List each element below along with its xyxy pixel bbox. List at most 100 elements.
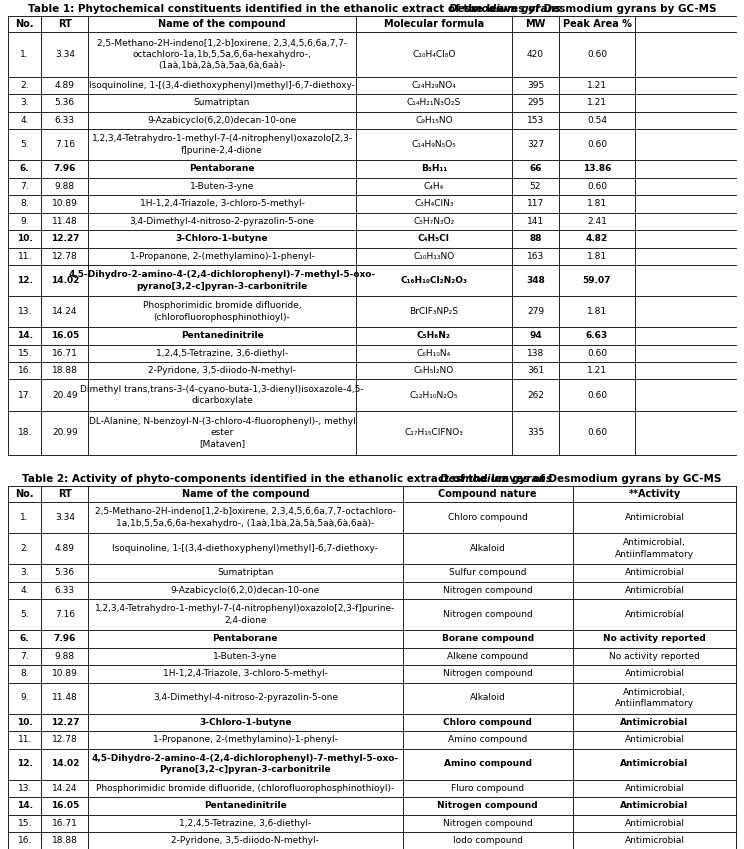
Text: 16.05: 16.05 — [51, 331, 79, 340]
Text: 3.: 3. — [20, 568, 29, 577]
Text: 9.: 9. — [20, 694, 29, 702]
Text: 10.: 10. — [17, 234, 33, 244]
Text: 7.: 7. — [20, 182, 29, 191]
Text: Antimicrobial: Antimicrobial — [624, 586, 684, 595]
Text: Pentanedinitrile: Pentanedinitrile — [204, 801, 286, 810]
Text: 0.60: 0.60 — [587, 428, 607, 437]
Text: 262: 262 — [527, 391, 544, 400]
Text: 153: 153 — [527, 115, 544, 125]
Text: 3,4-Dimethyl-4-nitroso-2-pyrazolin-5-one: 3,4-Dimethyl-4-nitroso-2-pyrazolin-5-one — [153, 694, 338, 702]
Text: C₁₀H₄Cl₈O: C₁₀H₄Cl₈O — [412, 50, 455, 59]
Text: 16.: 16. — [18, 836, 32, 846]
Text: Sulfur compound: Sulfur compound — [449, 568, 527, 577]
Text: 18.88: 18.88 — [52, 366, 77, 375]
Text: Antimicrobial: Antimicrobial — [624, 784, 684, 793]
Text: No.: No. — [16, 489, 34, 499]
Text: Borane compound: Borane compound — [442, 634, 533, 644]
Text: Desmodium gyrans: Desmodium gyrans — [440, 474, 552, 484]
Text: 5.36: 5.36 — [55, 98, 75, 107]
Text: 2,5-Methano-2H-indeno[1,2-b]oxirene, 2,3,4,5,6,6a,7,7-
octachloro-1a,1b,5,5a,6,6: 2,5-Methano-2H-indeno[1,2-b]oxirene, 2,3… — [97, 39, 347, 70]
Text: 12.27: 12.27 — [51, 234, 79, 244]
Text: 361: 361 — [527, 366, 544, 375]
Text: No activity reported: No activity reported — [609, 652, 700, 661]
Text: 9.88: 9.88 — [55, 652, 75, 661]
Text: C₂₄H₂₉NO₄: C₂₄H₂₉NO₄ — [411, 81, 456, 90]
Text: 13.86: 13.86 — [583, 164, 611, 173]
Text: C₁₄H₉N₅O₅: C₁₄H₉N₅O₅ — [411, 140, 456, 149]
Text: 11.: 11. — [18, 252, 32, 261]
Text: Isoquinoline, 1-[(3,4-diethoxyphenyl)methyl]-6,7-diethoxy-: Isoquinoline, 1-[(3,4-diethoxyphenyl)met… — [89, 81, 355, 90]
Text: 279: 279 — [527, 307, 544, 316]
Text: 117: 117 — [527, 200, 544, 208]
Text: 0.60: 0.60 — [587, 349, 607, 357]
Text: Chloro compound: Chloro compound — [443, 717, 532, 727]
Text: 94: 94 — [529, 331, 542, 340]
Text: 9.88: 9.88 — [55, 182, 75, 191]
Text: 4,5-Dihydro-2-amino-4-(2,4-dichlorophenyl)-7-methyl-5-oxo-
pyrano[3,2-c]pyran-3-: 4,5-Dihydro-2-amino-4-(2,4-dichloropheny… — [68, 271, 376, 290]
Text: 1.21: 1.21 — [587, 366, 607, 375]
Text: 3.34: 3.34 — [55, 513, 75, 522]
Text: 4.: 4. — [21, 586, 29, 595]
Text: Sumatriptan: Sumatriptan — [217, 568, 274, 577]
Text: Table 2: Activity of phyto-components identified in the ethanolic extract of the: Table 2: Activity of phyto-components id… — [22, 474, 722, 484]
Text: 12.: 12. — [17, 276, 33, 285]
Text: Nitrogen compound: Nitrogen compound — [437, 801, 538, 810]
Text: 138: 138 — [527, 349, 544, 357]
Text: 5.: 5. — [20, 610, 29, 619]
Text: RT: RT — [58, 489, 71, 499]
Text: 1,2,4,5-Tetrazine, 3,6-diethyl-: 1,2,4,5-Tetrazine, 3,6-diethyl- — [156, 349, 288, 357]
Text: 163: 163 — [527, 252, 544, 261]
Text: Nitrogen compound: Nitrogen compound — [443, 669, 533, 678]
Text: 12.78: 12.78 — [52, 735, 77, 745]
Text: 7.: 7. — [20, 652, 29, 661]
Text: 2.: 2. — [21, 544, 29, 553]
Text: 1,2,3,4-Tetrahydro-1-methyl-7-(4-nitrophenyl)oxazolo[2,3-f]purine-
2,4-dione: 1,2,3,4-Tetrahydro-1-methyl-7-(4-nitroph… — [95, 604, 396, 625]
Text: 2-Pyridone, 3,5-diiodo-N-methyl-: 2-Pyridone, 3,5-diiodo-N-methyl- — [171, 836, 319, 846]
Text: C₄H₄: C₄H₄ — [424, 182, 444, 191]
Text: 66: 66 — [529, 164, 542, 173]
Text: 1,2,3,4-Tetrahydro-1-methyl-7-(4-nitrophenyl)oxazolo[2,3-
f]purine-2,4-dione: 1,2,3,4-Tetrahydro-1-methyl-7-(4-nitroph… — [92, 134, 353, 155]
Text: 9-Azabicyclo(6,2,0)decan-10-one: 9-Azabicyclo(6,2,0)decan-10-one — [170, 586, 320, 595]
Text: 7.96: 7.96 — [54, 164, 76, 173]
Text: MW: MW — [525, 19, 545, 29]
Text: 0.60: 0.60 — [587, 140, 607, 149]
Text: C₁₄H₂₁N₃O₂S: C₁₄H₂₁N₃O₂S — [407, 98, 461, 107]
Text: 20.99: 20.99 — [52, 428, 77, 437]
Text: 1,2,4,5-Tetrazine, 3,6-diethyl-: 1,2,4,5-Tetrazine, 3,6-diethyl- — [179, 818, 312, 828]
Text: Alkaloid: Alkaloid — [469, 544, 506, 553]
Text: C₁₆H₁₀Cl₂N₂O₃: C₁₆H₁₀Cl₂N₂O₃ — [400, 276, 467, 285]
Text: 14.: 14. — [17, 801, 33, 810]
Text: 3-Chloro-1-butyne: 3-Chloro-1-butyne — [176, 234, 269, 244]
Text: Desmodium gyrans: Desmodium gyrans — [449, 4, 561, 14]
Text: 141: 141 — [527, 216, 544, 226]
Text: 1.81: 1.81 — [587, 252, 607, 261]
Text: 7.16: 7.16 — [55, 610, 75, 619]
Text: 14.02: 14.02 — [51, 760, 79, 768]
Text: Antimicrobial: Antimicrobial — [624, 568, 684, 577]
Text: 335: 335 — [527, 428, 544, 437]
Text: Antimicrobial,
Antiinflammatory: Antimicrobial, Antiinflammatory — [615, 688, 694, 708]
Text: 11.: 11. — [18, 735, 32, 745]
Text: 16.71: 16.71 — [52, 818, 77, 828]
Text: **Activity: **Activity — [629, 489, 681, 499]
Text: C₆H₁₀N₄: C₆H₁₀N₄ — [417, 349, 451, 357]
Text: Antimicrobial: Antimicrobial — [620, 760, 689, 768]
Text: 52: 52 — [530, 182, 541, 191]
Text: 12.78: 12.78 — [52, 252, 77, 261]
Text: B₅H₁₁: B₅H₁₁ — [421, 164, 447, 173]
Text: 4.: 4. — [21, 115, 29, 125]
Text: Phosphorimidic bromide difluoride, (chlorofluorophosphinothioyl)-: Phosphorimidic bromide difluoride, (chlo… — [96, 784, 394, 793]
Text: Alkene compound: Alkene compound — [447, 652, 528, 661]
Text: Antimicrobial: Antimicrobial — [624, 513, 684, 522]
Text: Antimicrobial: Antimicrobial — [624, 836, 684, 846]
Text: 2-Pyridone, 3,5-diiodo-N-methyl-: 2-Pyridone, 3,5-diiodo-N-methyl- — [148, 366, 296, 375]
Text: 16.: 16. — [18, 366, 32, 375]
Text: 5.36: 5.36 — [55, 568, 75, 577]
Text: 18.: 18. — [18, 428, 32, 437]
Text: 59.07: 59.07 — [583, 276, 612, 285]
Text: Name of the compound: Name of the compound — [158, 19, 286, 29]
Text: 4.89: 4.89 — [55, 81, 75, 90]
Text: Alkaloid: Alkaloid — [469, 694, 506, 702]
Text: 1.: 1. — [20, 513, 29, 522]
Text: 88: 88 — [529, 234, 542, 244]
